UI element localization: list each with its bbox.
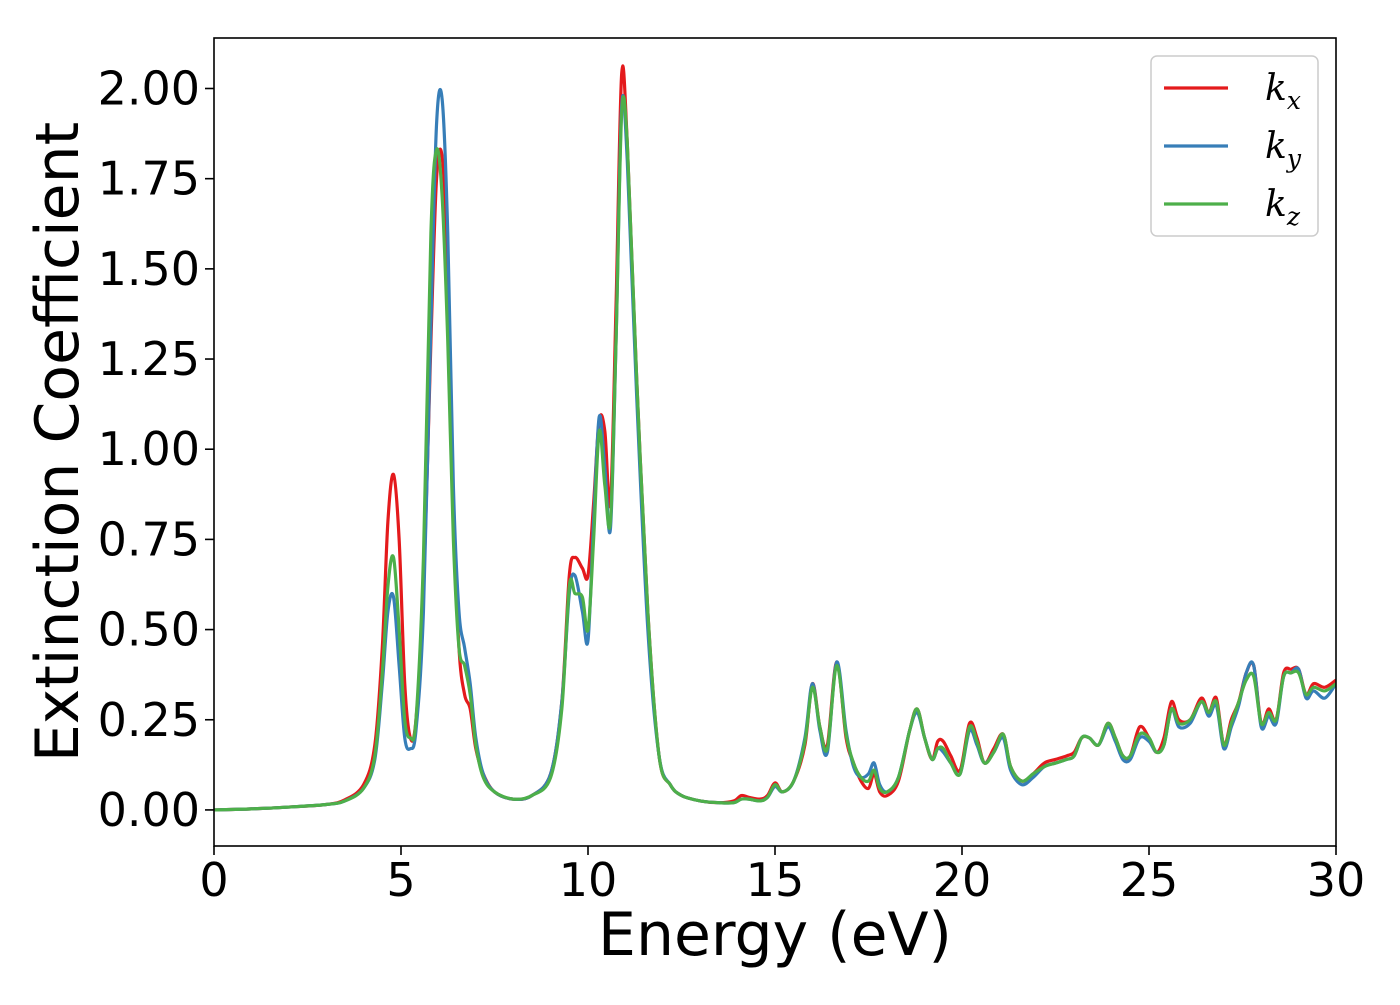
- x-tick-label: 10: [559, 853, 618, 907]
- series-lines: [214, 64, 1336, 812]
- y-tick-label: 1.25: [98, 332, 200, 386]
- legend-box: [1150, 55, 1319, 237]
- plot-area-frame: [213, 37, 1337, 847]
- x-tick-label: 0: [199, 853, 228, 907]
- legend-item-y: ky: [1164, 126, 1302, 173]
- x-axis-label: Energy (eV): [598, 900, 952, 970]
- x-tick-label: 25: [1120, 853, 1179, 907]
- y-tick-label: 1.00: [98, 422, 200, 476]
- y-tick-label: 0.00: [98, 783, 200, 837]
- axis-ticks: 0 5 10 15 20 25 30 0.00 0.25 0.50 0.75 1.00 1.25 1.50…: [98, 62, 1366, 908]
- series-line-z: [214, 95, 1336, 812]
- legend-label: kx: [1265, 68, 1301, 115]
- legend-item-z: kz: [1164, 184, 1301, 231]
- x-tick-label: 30: [1307, 853, 1366, 907]
- y-tick-label: 1.50: [98, 242, 200, 296]
- x-tick-label: 20: [933, 853, 992, 907]
- legend: kx ky kz: [1150, 55, 1319, 237]
- y-tick-label: 0.75: [98, 512, 200, 566]
- x-tick-label: 15: [746, 853, 805, 907]
- y-tick-label: 0.25: [98, 693, 200, 747]
- y-tick-label: 1.75: [98, 152, 200, 206]
- x-tick-label: 5: [386, 853, 415, 907]
- legend-label: ky: [1265, 126, 1302, 173]
- y-tick-label: 2.00: [98, 62, 200, 116]
- legend-item-x: kx: [1164, 68, 1301, 115]
- y-tick-label: 0.50: [98, 603, 200, 657]
- y-axis-label: Extinction Coefficient: [23, 122, 93, 762]
- legend-label: kz: [1265, 184, 1301, 231]
